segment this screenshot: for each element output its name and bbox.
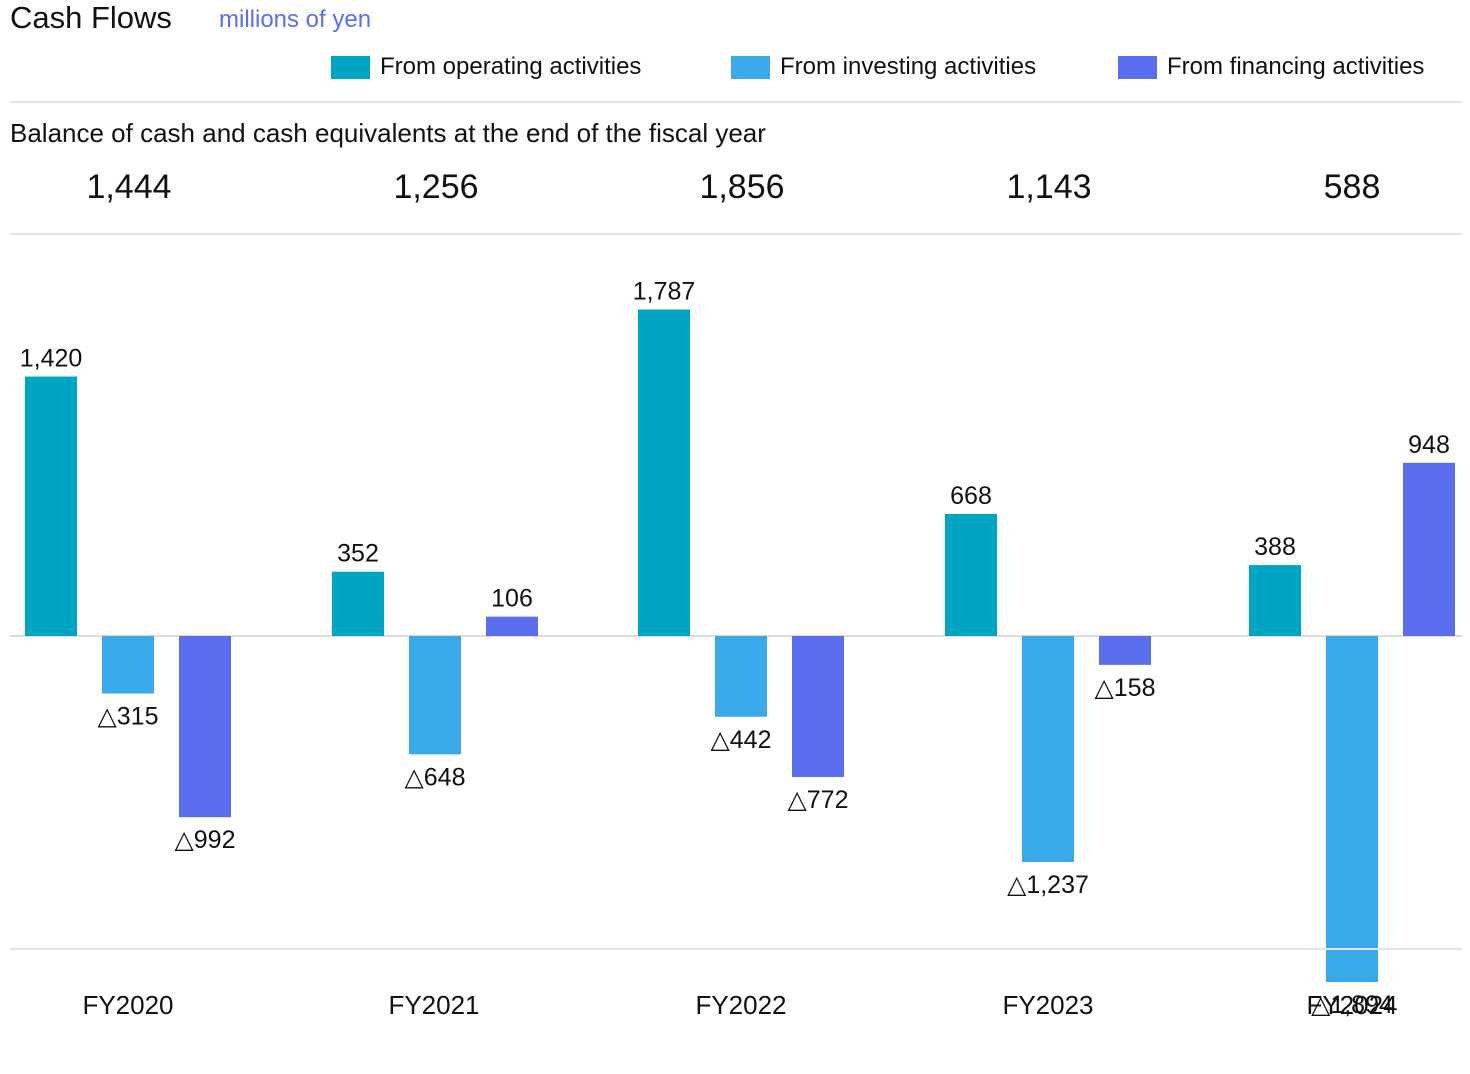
bar-financing-fy2021 <box>486 616 538 636</box>
legend-swatch-operating <box>331 55 370 79</box>
bar-operating-fy2020 <box>25 376 77 636</box>
balance-value-fy2020: 1,444 <box>86 168 172 206</box>
bar-operating-fy2023 <box>945 513 997 636</box>
data-label-financing-fy2020: △992 <box>175 826 236 854</box>
bar-financing-fy2023 <box>1099 636 1151 665</box>
legend-label-investing: From investing activities <box>780 53 1037 80</box>
data-label-financing-fy2022: △772 <box>788 786 849 814</box>
x-tick-fy2022: FY2022 <box>695 990 787 1020</box>
data-label-financing-fy2021: 106 <box>491 585 533 613</box>
legend-item-financing: From financing activities <box>1118 50 1424 84</box>
bar-investing-fy2020 <box>102 636 154 694</box>
balance-value-fy2024: 588 <box>1323 168 1381 206</box>
data-label-operating-fy2020: 1,420 <box>20 345 83 373</box>
unit-label: millions of yen <box>219 6 372 33</box>
legend-swatch-financing <box>1118 55 1157 79</box>
balance-value-fy2022: 1,856 <box>699 168 785 206</box>
x-tick-fy2020: FY2020 <box>82 990 174 1020</box>
bar-investing-fy2024 <box>1326 636 1378 983</box>
divider-middle <box>10 233 1462 235</box>
divider-bottom <box>10 948 1462 950</box>
x-tick-fy2021: FY2021 <box>388 990 480 1020</box>
legend-label-operating: From operating activities <box>380 53 642 80</box>
legend-label-financing: From financing activities <box>1167 53 1425 80</box>
divider-top <box>10 101 1462 103</box>
bar-operating-fy2022 <box>638 309 690 636</box>
bar-investing-fy2023 <box>1022 636 1074 862</box>
bar-financing-fy2024 <box>1403 462 1455 636</box>
data-label-investing-fy2022: △442 <box>711 726 772 754</box>
data-label-investing-fy2020: △315 <box>98 703 159 731</box>
data-label-investing-fy2021: △648 <box>405 763 466 791</box>
chart-title: Cash Flows <box>10 0 172 35</box>
balance-value-fy2023: 1,143 <box>1006 168 1092 206</box>
x-tick-fy2024: FY2024 <box>1306 990 1398 1020</box>
bar-financing-fy2022 <box>792 636 844 778</box>
data-label-operating-fy2023: 668 <box>950 482 992 510</box>
legend-swatch-investing <box>731 55 770 79</box>
bar-investing-fy2021 <box>409 636 461 755</box>
data-label-investing-fy2023: △1,237 <box>1007 871 1089 899</box>
data-label-operating-fy2022: 1,787 <box>633 278 696 306</box>
bar-operating-fy2021 <box>332 571 384 636</box>
bar-financing-fy2020 <box>179 636 231 818</box>
data-label-financing-fy2024: 948 <box>1408 431 1450 459</box>
balance-title: Balance of cash and cash equivalents at … <box>10 118 766 148</box>
balance-value-fy2021: 1,256 <box>393 168 479 206</box>
x-tick-fy2023: FY2023 <box>1002 990 1094 1020</box>
legend-item-investing: From investing activities <box>731 50 1036 84</box>
legend-item-operating: From operating activities <box>331 50 641 84</box>
data-label-operating-fy2024: 388 <box>1254 533 1296 561</box>
bar-investing-fy2022 <box>715 636 767 717</box>
data-label-financing-fy2023: △158 <box>1095 674 1156 702</box>
bar-operating-fy2024 <box>1249 565 1301 636</box>
data-label-operating-fy2021: 352 <box>337 540 379 568</box>
data-label-investing-fy2024: △1,894 <box>1311 991 1393 1019</box>
